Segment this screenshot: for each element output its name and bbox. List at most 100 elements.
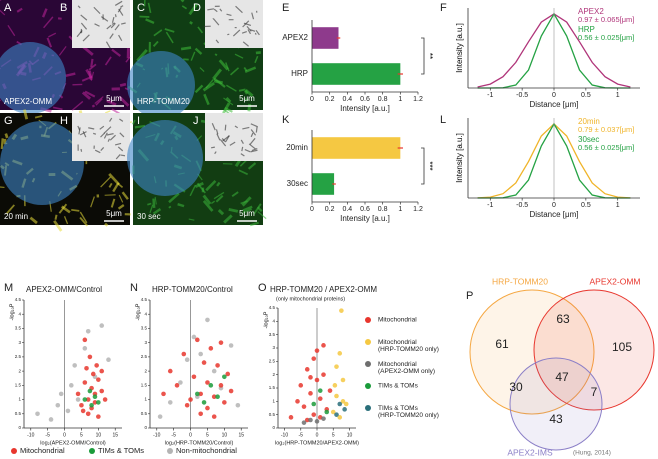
inset-texture	[80, 148, 83, 152]
texture	[180, 46, 192, 51]
texture	[53, 220, 63, 232]
point	[82, 397, 88, 402]
venn-count: 63	[556, 312, 570, 326]
y-tick-label: 1	[272, 399, 275, 404]
point	[314, 377, 320, 383]
texture	[164, 28, 175, 33]
point	[48, 417, 54, 422]
legend-swatch	[365, 405, 371, 411]
y-tick-label: 4.5	[269, 305, 276, 310]
venn-set-label: APEX2-OMM	[589, 276, 640, 286]
panel-letter: J	[193, 115, 199, 127]
texture	[90, 71, 94, 81]
venn-count: 7	[591, 385, 598, 399]
significance-bracket	[421, 147, 425, 185]
point	[321, 372, 326, 377]
bar	[312, 63, 401, 85]
legend-label: APEX2	[578, 7, 604, 16]
inset-texture	[114, 24, 120, 31]
x-tick-label: -1	[487, 92, 493, 99]
legend-swatch	[167, 448, 173, 454]
image-label: 30 sec	[137, 212, 161, 221]
texture	[79, 216, 89, 227]
legend-label: Mitochondrial	[20, 446, 65, 455]
nucleus	[127, 120, 203, 196]
chart-subtitle: (only mitochondrial proteins)	[276, 296, 345, 302]
point	[55, 402, 61, 408]
inset-texture	[103, 132, 108, 139]
point	[337, 401, 343, 407]
legend-value: 0.56 ± 0.025[μm]	[578, 143, 634, 152]
panel-letter: F	[440, 2, 447, 14]
texture	[255, 51, 261, 55]
point	[106, 357, 111, 363]
scale-label: 5μm	[106, 209, 122, 218]
texture	[95, 98, 103, 106]
texture	[118, 96, 130, 107]
point	[191, 374, 197, 380]
inset-texture	[100, 147, 105, 151]
y-tick-label: 2.5	[141, 354, 148, 359]
inset-texture	[103, 126, 112, 134]
legend-swatch	[365, 317, 371, 323]
point	[89, 402, 94, 408]
texture	[23, 109, 29, 120]
y-tick-label: 2	[144, 368, 147, 373]
legend-label: HRP	[578, 25, 595, 34]
texture	[94, 96, 104, 105]
texture	[222, 102, 231, 114]
inset-texture	[114, 14, 117, 18]
nucleus	[0, 121, 84, 205]
y-axis-label: -log₁₀P	[9, 303, 15, 320]
texture	[117, 204, 125, 210]
inset-texture	[215, 39, 220, 44]
point	[298, 383, 304, 388]
bar	[312, 27, 339, 49]
image-label: HRP-TOMM20	[137, 97, 190, 106]
texture	[223, 214, 233, 224]
x-tick-label: 0.2	[325, 206, 335, 213]
texture	[211, 200, 216, 204]
x-tick-label: 5	[332, 432, 335, 438]
point	[301, 420, 307, 425]
texture	[238, 169, 249, 176]
texture	[111, 48, 121, 57]
x-tick-label: -10	[153, 432, 160, 438]
inset-texture	[82, 34, 90, 42]
point	[334, 364, 339, 369]
texture	[90, 58, 94, 68]
scale-label: 5μm	[106, 94, 122, 103]
texture	[189, 185, 196, 197]
y-tick-label: 3.5	[15, 326, 22, 331]
inset-texture	[224, 124, 227, 131]
texture	[118, 194, 124, 203]
point	[317, 396, 323, 401]
point	[174, 383, 180, 388]
x-tick-label: 10	[347, 432, 353, 438]
inset-texture	[240, 153, 245, 157]
x-tick-label: -0.5	[516, 202, 528, 209]
point	[222, 400, 227, 405]
point	[195, 337, 200, 343]
point	[228, 388, 234, 394]
inset-texture	[106, 24, 112, 30]
x-tick-label: 0.6	[360, 206, 370, 213]
x-axis-label: log₂(APEX2-OMM/Control)	[40, 440, 106, 446]
point	[218, 340, 224, 345]
inset-texture	[255, 29, 260, 36]
y-tick-label: 2	[18, 368, 21, 373]
point	[72, 363, 77, 368]
point	[332, 383, 338, 388]
texture	[180, 0, 185, 3]
texture	[202, 194, 212, 205]
texture	[213, 191, 225, 200]
texture	[119, 82, 127, 87]
y-tick-label: 0	[272, 425, 275, 430]
inset-texture	[118, 34, 123, 42]
nucleus	[127, 51, 195, 119]
texture	[71, 208, 80, 212]
x-tick-label: 1	[398, 96, 402, 103]
texture	[43, 16, 54, 29]
inset-texture	[79, 131, 87, 136]
